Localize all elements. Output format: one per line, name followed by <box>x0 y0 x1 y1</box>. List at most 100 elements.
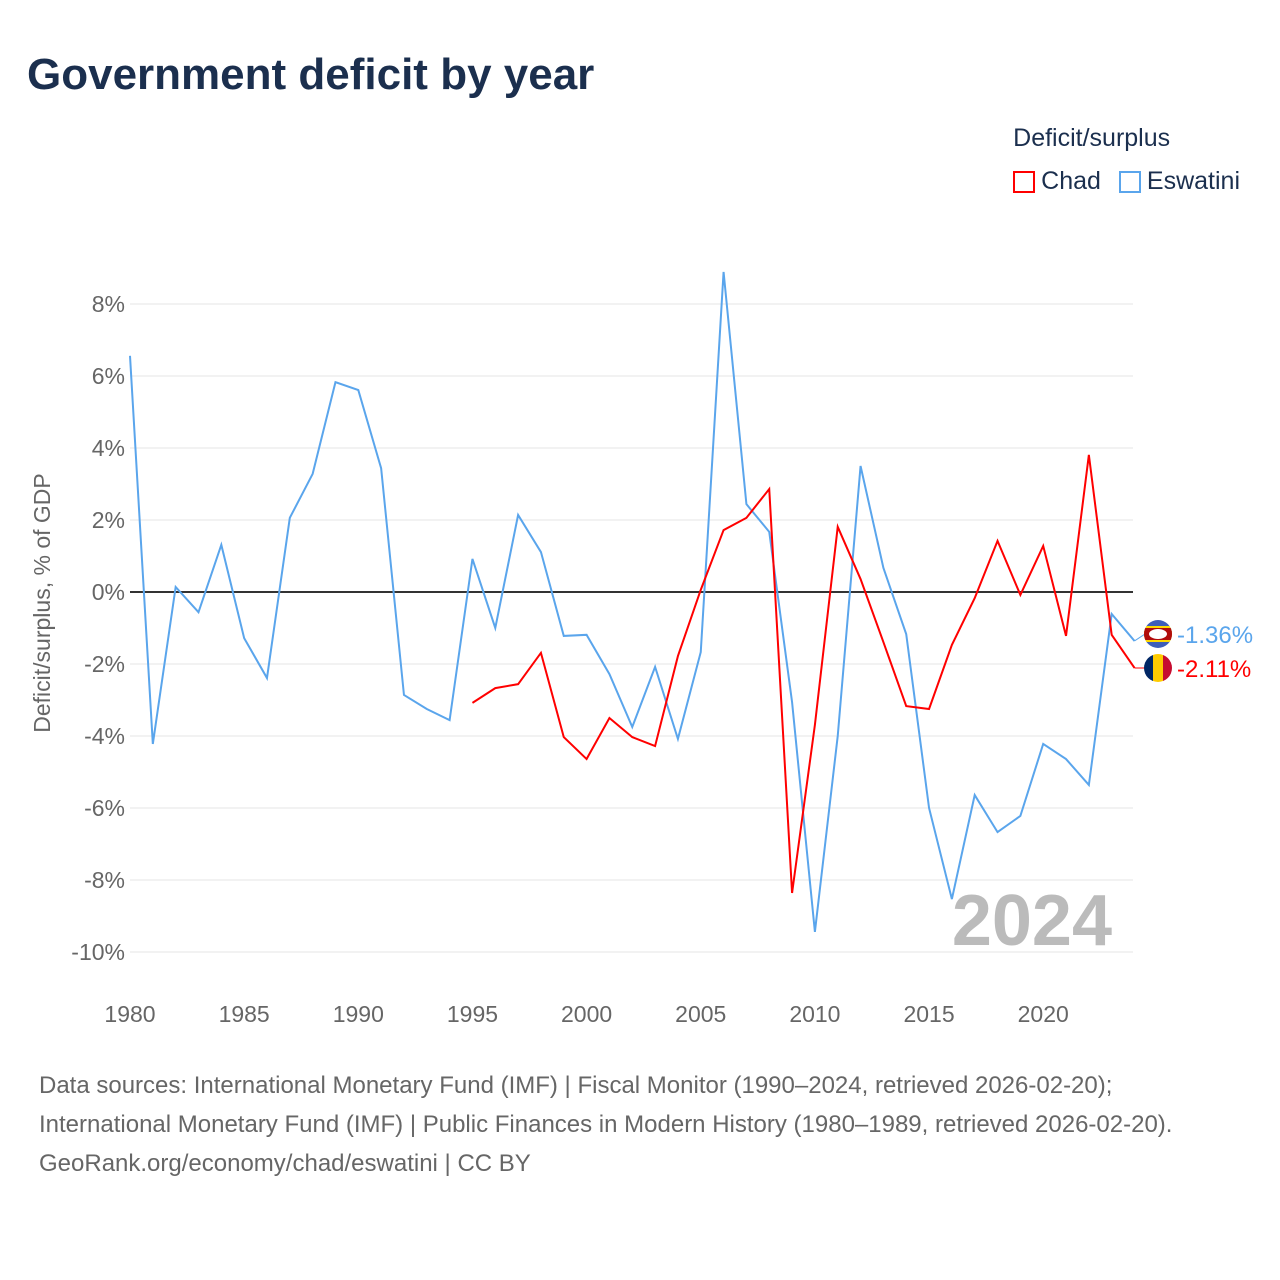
legend-swatch <box>1013 170 1036 193</box>
x-tick-label: 2005 <box>675 1001 726 1027</box>
data-point <box>813 723 817 727</box>
data-point <box>653 665 657 669</box>
data-point <box>859 577 863 581</box>
legend-item-eswatini[interactable]: Eswatini <box>1118 167 1240 196</box>
legend-label: Eswatini <box>1146 167 1240 195</box>
data-point <box>1110 633 1114 637</box>
data-point <box>607 672 611 676</box>
data-point <box>242 636 246 640</box>
data-point <box>699 650 703 654</box>
data-point <box>311 472 315 476</box>
data-point <box>881 640 885 644</box>
data-point <box>356 388 360 392</box>
data-point <box>174 585 178 589</box>
chart-title: Government deficit by year <box>27 50 595 99</box>
x-tick-label: 2020 <box>1018 1001 1069 1027</box>
data-point <box>790 700 794 704</box>
data-point <box>1018 593 1022 597</box>
data-point <box>927 707 931 711</box>
y-tick-label: -8% <box>84 867 125 893</box>
x-tick-label: 2000 <box>561 1001 612 1027</box>
y-tick-label: 6% <box>92 363 125 389</box>
data-point <box>151 742 155 746</box>
data-point <box>950 643 954 647</box>
y-tick-label: 4% <box>92 435 125 461</box>
data-sources: Data sources: International Monetary Fun… <box>39 1072 1173 1138</box>
data-point <box>493 686 497 690</box>
data-point <box>790 891 794 895</box>
data-point <box>516 682 520 686</box>
attribution-link[interactable]: GeoRank.org/economy/chad/eswatini | CC B… <box>39 1150 531 1177</box>
y-tick-label: 2% <box>92 507 125 533</box>
y-axis-label: Deficit/surplus, % of GDP <box>29 473 55 732</box>
end-label-chad: -2.11% <box>1177 656 1251 683</box>
legend: Deficit/surplus Chad Eswatini <box>1013 124 1240 196</box>
data-point <box>1064 757 1068 761</box>
data-point <box>859 464 863 468</box>
x-tick-label: 1990 <box>333 1001 384 1027</box>
data-point <box>904 632 908 636</box>
data-point <box>539 550 543 554</box>
series-line-eswatini <box>129 271 1136 932</box>
data-point <box>196 610 200 614</box>
data-point <box>744 502 748 506</box>
y-tick-label: 0% <box>92 579 125 605</box>
label-connector <box>1134 633 1146 642</box>
legend-item-chad[interactable]: Chad <box>1013 167 1101 196</box>
data-point <box>767 487 771 491</box>
data-point <box>676 737 680 741</box>
legend-title: Deficit/surplus <box>1013 124 1171 152</box>
data-point <box>653 744 657 748</box>
data-point <box>128 354 132 358</box>
data-point <box>904 704 908 708</box>
y-tick-label: 8% <box>92 291 125 317</box>
sources: Data sources: International Monetary Fun… <box>39 1066 1239 1183</box>
x-tick-label: 1985 <box>219 1001 270 1027</box>
data-point <box>1087 783 1091 787</box>
data-point <box>379 466 383 470</box>
data-point <box>1018 814 1022 818</box>
legend-swatch <box>1118 170 1141 193</box>
data-point <box>607 716 611 720</box>
x-tick-label: 1995 <box>447 1001 498 1027</box>
end-label-eswatini: -1.36% <box>1177 622 1253 649</box>
data-point <box>539 651 543 655</box>
data-point <box>881 566 885 570</box>
data-point <box>676 654 680 658</box>
data-point <box>836 525 840 529</box>
legend-label: Chad <box>1041 167 1101 195</box>
data-point <box>219 543 223 547</box>
data-point <box>1110 612 1114 616</box>
data-point <box>516 513 520 517</box>
data-point <box>836 734 840 738</box>
flag-icon-eswatini <box>1144 620 1172 648</box>
data-point <box>448 718 452 722</box>
series-line-chad <box>471 454 1136 894</box>
data-point <box>630 735 634 739</box>
data-point <box>425 707 429 711</box>
y-tick-label: -10% <box>71 939 125 965</box>
x-tick-label: 1980 <box>104 1001 155 1027</box>
data-point <box>562 735 566 739</box>
data-point <box>562 634 566 638</box>
data-point <box>927 806 931 810</box>
data-point <box>813 930 817 934</box>
data-point <box>996 830 1000 834</box>
data-point <box>470 701 474 705</box>
data-point <box>333 380 337 384</box>
data-point <box>630 725 634 729</box>
data-point <box>493 626 497 630</box>
data-point <box>265 676 269 680</box>
data-point <box>996 539 1000 543</box>
data-point <box>973 596 977 600</box>
y-tick-label: -2% <box>84 651 125 677</box>
data-point <box>288 516 292 520</box>
y-tick-label: -6% <box>84 795 125 821</box>
y-tick-label: -4% <box>84 723 125 749</box>
data-point <box>1041 544 1045 548</box>
data-point <box>1064 634 1068 638</box>
data-point <box>744 516 748 520</box>
data-point <box>585 633 589 637</box>
data-point <box>585 757 589 761</box>
